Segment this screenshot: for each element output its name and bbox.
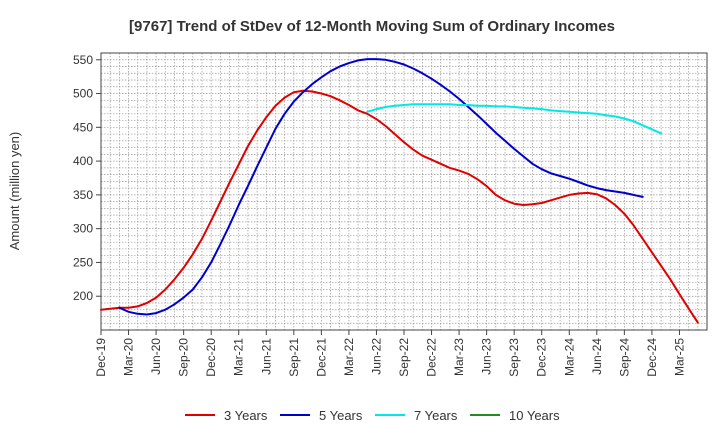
- y-tick-label: 450: [73, 120, 93, 134]
- x-tick-label: Sep-22: [397, 338, 411, 377]
- x-tick-label: Mar-24: [562, 338, 576, 376]
- y-tick-label: 200: [73, 289, 93, 303]
- x-tick-label: Dec-19: [94, 338, 108, 377]
- x-tick-label: Dec-24: [645, 338, 659, 377]
- x-tick-label: Sep-21: [287, 338, 301, 377]
- x-ticks: Dec-19 Mar-20 Jun-20 Sep-20 Dec-20 Mar-21 Jun-…: [94, 330, 686, 377]
- x-tick-label: Mar-25: [672, 338, 686, 376]
- series-line-7-years: [366, 103, 663, 135]
- y-tick-label: 250: [73, 255, 93, 269]
- legend-label: 7 Years: [414, 408, 458, 423]
- x-tick-label: Dec-22: [425, 338, 439, 377]
- series: [100, 58, 699, 324]
- chart-title: [9767] Trend of StDev of 12-Month Moving…: [129, 18, 615, 35]
- x-tick-label: Sep-23: [507, 338, 521, 377]
- legend-label: 5 Years: [319, 408, 363, 423]
- y-axis-label: Amount (million yen): [7, 132, 22, 251]
- series-line-5-years: [118, 58, 644, 316]
- series-line-3-years: [100, 89, 699, 324]
- legend: 3 Years 5 Years 7 Years 10 Years: [185, 408, 560, 423]
- x-tick-label: Jun-22: [369, 338, 383, 375]
- x-tick-label: Jun-21: [259, 338, 273, 375]
- x-tick-label: Mar-20: [122, 338, 136, 376]
- grid: [101, 53, 707, 330]
- y-tick-label: 550: [73, 53, 93, 67]
- x-tick-label: Dec-20: [204, 338, 218, 377]
- x-tick-label: Sep-20: [177, 338, 191, 377]
- y-ticks: 200 250 300 350 400 450 500 550: [73, 53, 101, 303]
- x-tick-label: Jun-20: [149, 338, 163, 375]
- legend-label: 3 Years: [224, 408, 268, 423]
- x-tick-label: Jun-23: [480, 338, 494, 375]
- y-tick-label: 500: [73, 87, 93, 101]
- x-tick-label: Dec-21: [314, 338, 328, 377]
- x-tick-label: Mar-21: [232, 338, 246, 376]
- legend-label: 10 Years: [509, 408, 560, 423]
- x-tick-label: Sep-24: [617, 338, 631, 377]
- x-tick-label: Dec-23: [535, 338, 549, 377]
- x-tick-label: Jun-24: [590, 338, 604, 375]
- x-tick-label: Mar-23: [452, 338, 466, 376]
- x-tick-label: Mar-22: [342, 338, 356, 376]
- y-tick-label: 350: [73, 188, 93, 202]
- y-tick-label: 400: [73, 154, 93, 168]
- y-tick-label: 300: [73, 222, 93, 236]
